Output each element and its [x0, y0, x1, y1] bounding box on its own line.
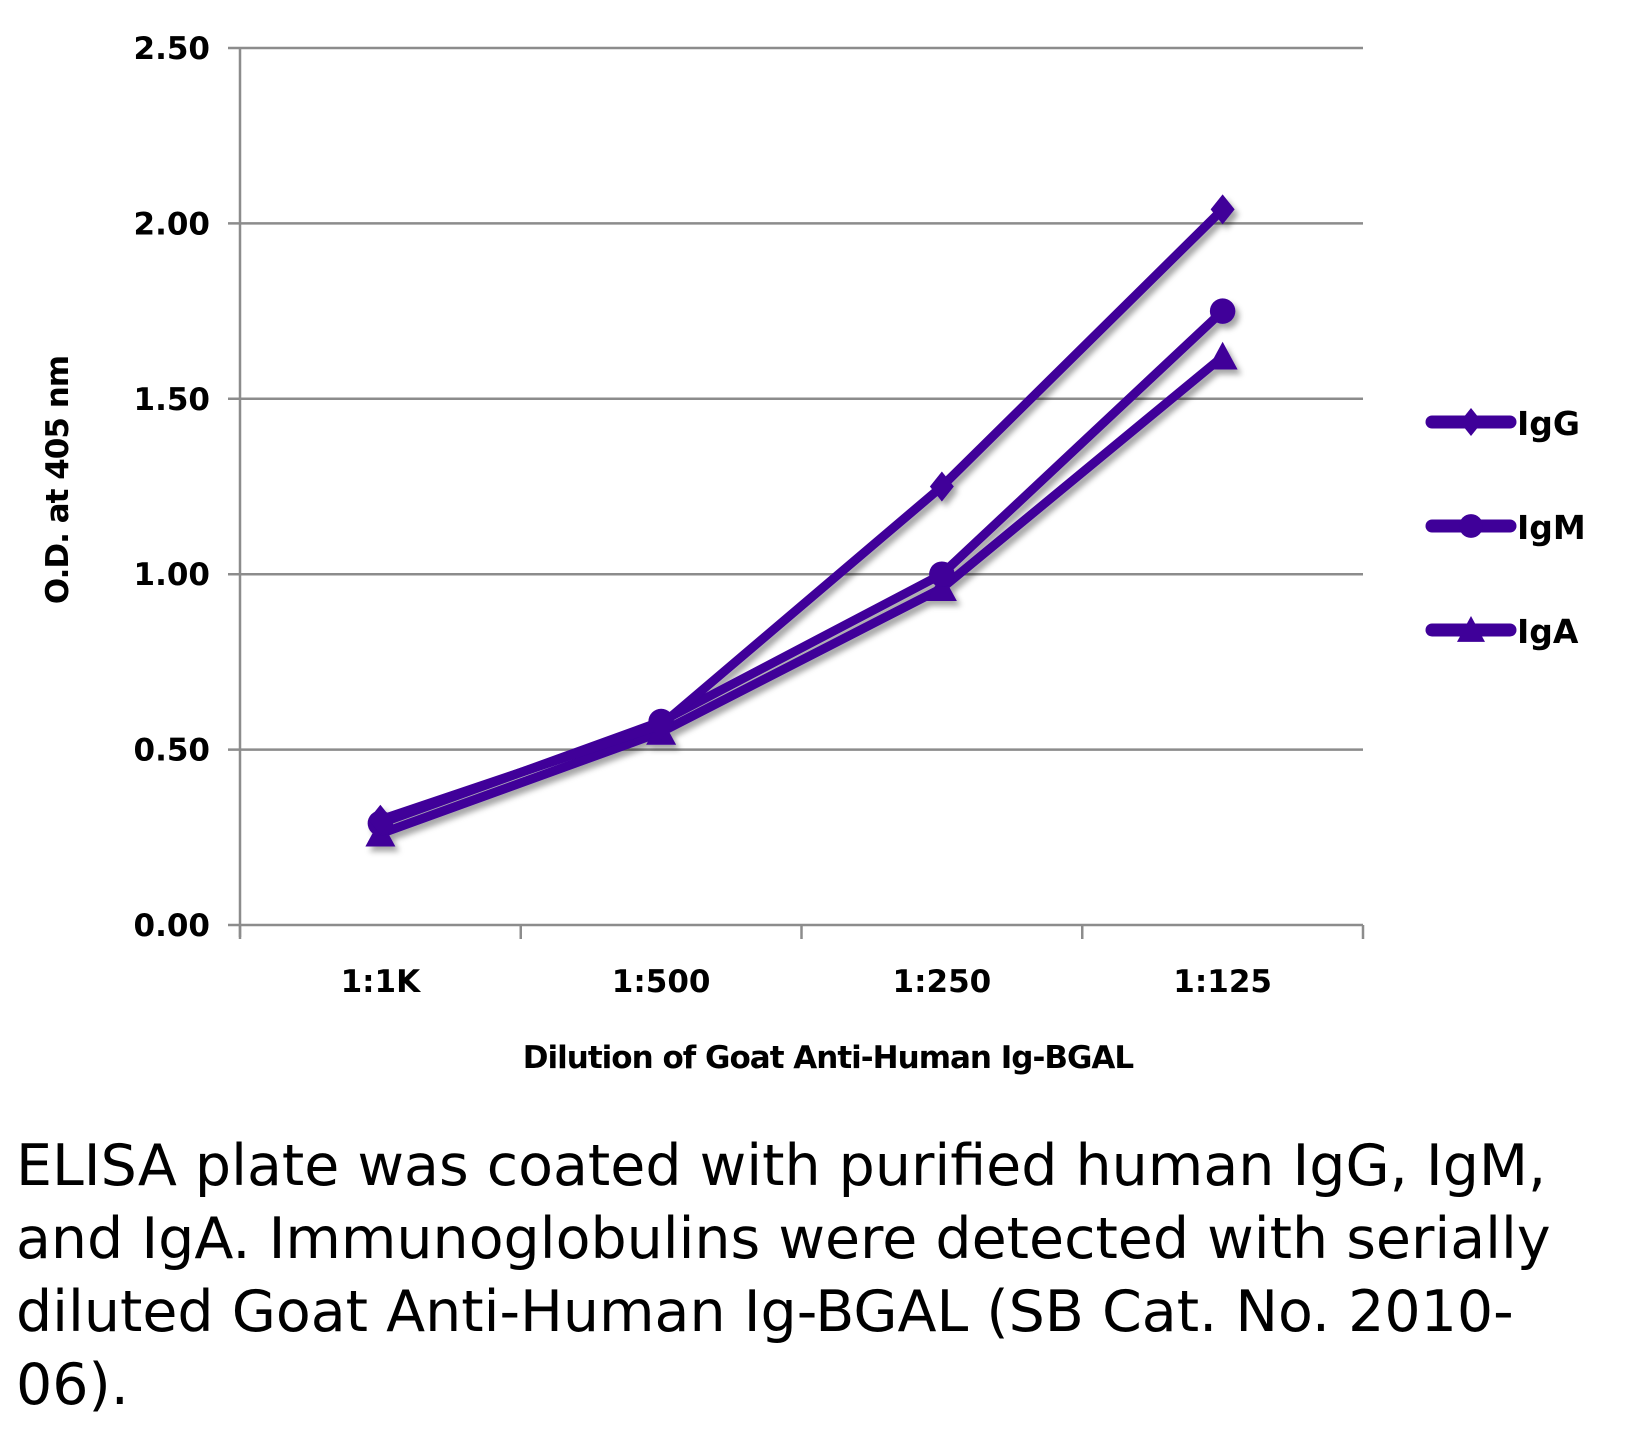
x-tick-label: 1:125 [1173, 964, 1272, 1000]
diamond-marker [1210, 194, 1235, 225]
x-tick-label: 1:1K [341, 964, 422, 1000]
diamond-marker [649, 710, 674, 741]
circle-marker [1459, 514, 1483, 538]
figure-caption: ELISA plate was coated with purified hum… [16, 1133, 1551, 1418]
legend-item-iga: IgA [1425, 612, 1579, 651]
y-tick-label: 2.00 [134, 206, 211, 242]
legend-label: IgM [1517, 508, 1586, 547]
series-line [375, 204, 1228, 825]
legend-item-igg: IgG [1425, 404, 1580, 443]
x-axis-ticks: 1:1K 1:500 1:250 1:125 [341, 964, 1272, 1000]
chart: 0.000.501.001.502.002.50 1:1K 1:500 1:250 1… [40, 31, 1586, 1076]
series-igm [367, 298, 1236, 837]
y-tick-label: 2.50 [134, 31, 211, 67]
circle-marker [929, 561, 955, 587]
x-tick-label: 1:250 [893, 964, 992, 1000]
series-line [375, 306, 1228, 828]
series-line [375, 352, 1228, 839]
triangle-marker [1207, 341, 1238, 370]
diamond-marker [929, 471, 954, 502]
y-axis-ticks: 0.00 0.50 1.00 1.50 2.00 2.50 [134, 31, 211, 944]
triangle-marker [926, 573, 957, 601]
legend-label: IgG [1517, 404, 1580, 443]
triangle-marker [1457, 616, 1485, 642]
legend-label: IgA [1517, 612, 1579, 651]
diamond-marker [368, 804, 393, 835]
series-igg [368, 194, 1235, 835]
gridlines [228, 46, 1365, 939]
series-group [365, 194, 1238, 847]
y-tick-label: 0.00 [134, 908, 211, 944]
x-axis-label: Dilution of Goat Anti-Human Ig-BGAL [523, 1040, 1134, 1076]
y-tick-label: 1.50 [134, 382, 211, 418]
y-axis-label: O.D. at 405 nm [40, 356, 76, 604]
legend: IgG IgM IgA [1425, 404, 1586, 651]
x-tick-label: 1:500 [612, 964, 711, 1000]
diamond-marker [1459, 408, 1483, 436]
y-tick-label: 0.50 [134, 733, 211, 769]
legend-item-igm: IgM [1425, 508, 1586, 547]
circle-marker [1209, 298, 1236, 324]
y-tick-label: 1.00 [134, 557, 211, 593]
